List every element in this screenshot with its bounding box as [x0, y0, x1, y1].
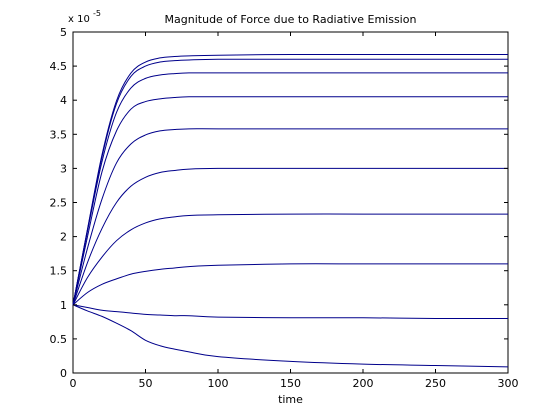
series-line	[72, 96, 508, 305]
series-line	[72, 263, 508, 306]
x-tick-label: 200	[353, 377, 374, 390]
y-tick-label: 0.5	[50, 333, 68, 346]
y-multiplier-base: x 10	[68, 14, 90, 25]
y-tick-label: 2.5	[50, 197, 68, 210]
series-line	[72, 167, 508, 305]
x-tick-label: 300	[498, 377, 519, 390]
series-line	[72, 213, 508, 306]
y-tick-label: 3	[60, 162, 67, 175]
x-tick-label: 250	[425, 377, 446, 390]
x-tick-label: 100	[208, 377, 229, 390]
x-tick-label: 0	[70, 377, 77, 390]
x-tick-label: 50	[139, 377, 153, 390]
series-line	[72, 304, 509, 368]
y-tick-label: 0	[60, 367, 67, 380]
series-line	[72, 304, 509, 319]
chart-title: Magnitude of Force due to Radiative Emis…	[165, 13, 417, 26]
y-multiplier-exponent: -5	[93, 9, 101, 18]
y-tick-label: 2	[60, 231, 67, 244]
y-tick-label: 4.5	[50, 60, 68, 73]
tick-layer: 0 50 100 150 200 250 300 0 0.5 1 1.5 2 2.5 3 3.5 4 4.5 5	[50, 26, 519, 390]
y-tick-label: 4	[60, 94, 67, 107]
y-tick-label: 1	[60, 299, 67, 312]
x-tick-label: 150	[280, 377, 301, 390]
series-line	[72, 72, 508, 305]
series-line	[72, 128, 508, 305]
series-line	[72, 53, 508, 305]
y-tick-label: 5	[60, 26, 67, 39]
plot-area	[72, 31, 509, 374]
x-axis-label: time	[278, 393, 303, 406]
y-axis-multiplier: x 10 -5	[68, 9, 101, 25]
series-layer	[72, 53, 509, 368]
y-tick-label: 3.5	[50, 128, 68, 141]
y-tick-label: 1.5	[50, 265, 68, 278]
